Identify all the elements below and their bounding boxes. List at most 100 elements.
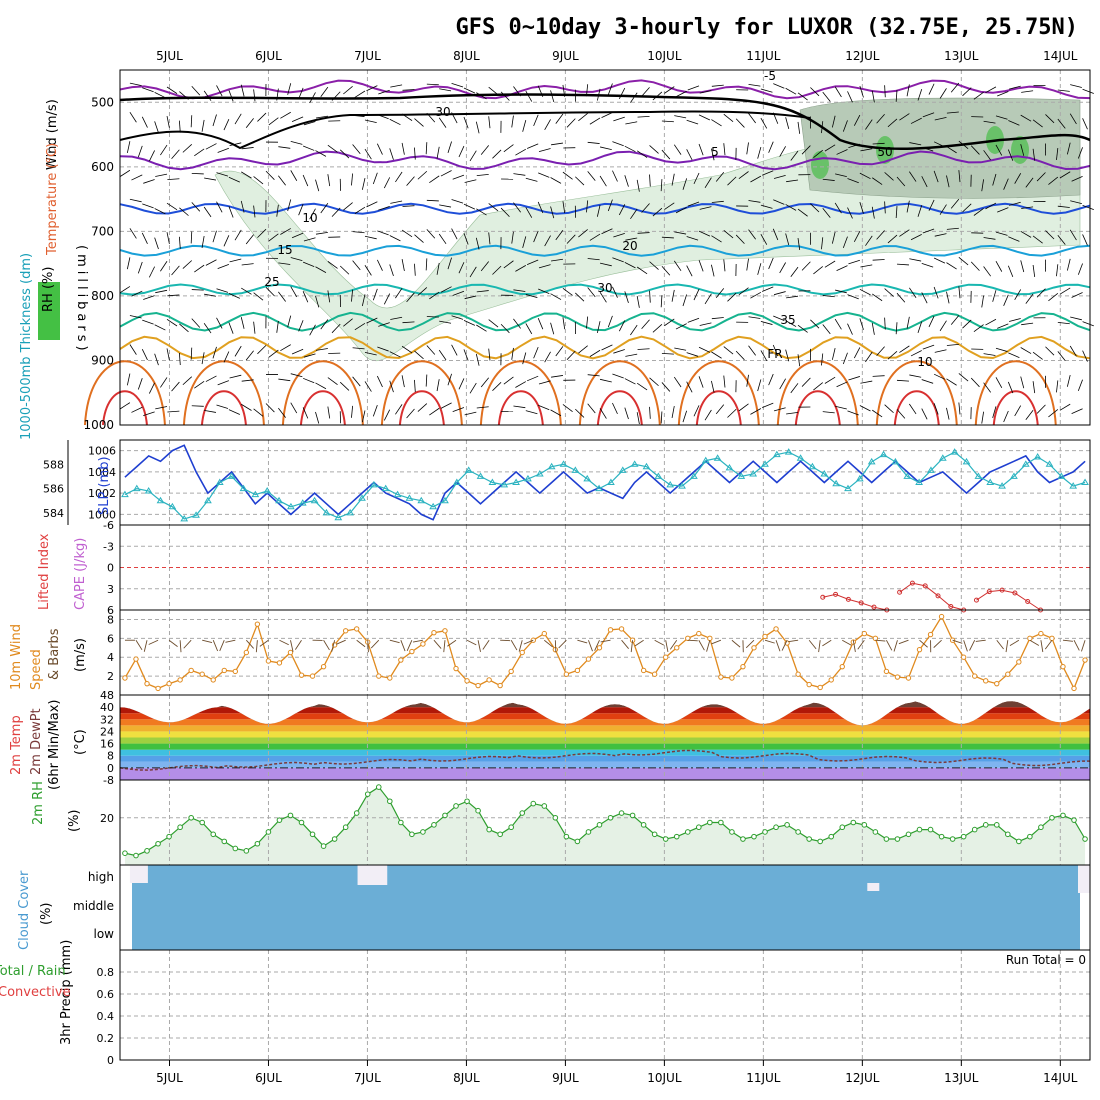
wind-barb [216,404,229,409]
surface-wind-barb [544,639,553,648]
surface-wind-barb [996,639,1004,650]
rh-point [298,819,305,826]
surface-wind-barb [852,640,856,653]
thickness-tick-label: 588 [43,458,64,471]
wind-barb [515,148,527,156]
wind-barb [179,207,189,216]
wind-barb [240,200,245,213]
wind-barb [126,257,131,270]
wind-barb [217,264,230,270]
rh-point [1038,824,1044,831]
rh-point [144,848,150,854]
wind-barb [331,91,341,101]
wind-barb [390,316,403,320]
wind-barb [797,324,808,333]
rh-point [596,822,603,828]
wind-barb [182,260,193,269]
thickness-tick-label: 586 [43,483,64,496]
wind-barb [613,232,625,238]
rh-point [387,798,393,805]
wind-barb [760,350,768,362]
wind-barb [302,407,309,419]
wind-barb [253,321,256,334]
wind-barb [981,411,984,424]
wind-speed-point [353,626,360,632]
wind-barb [896,379,909,382]
thickness-point [192,511,200,518]
lifted-index-point [973,597,979,603]
wind-barb [315,348,328,351]
wind-barb [671,289,675,302]
wind-speed-point [994,680,1000,687]
wind-barb [587,403,596,414]
thickness-point [1057,472,1066,479]
wind-barb [842,352,848,365]
surface-wind-barb [975,639,986,642]
wind-barb [884,404,894,414]
temperature-peak-mask [120,695,1090,726]
surface-wind-barb [594,640,600,651]
wind-barb [853,347,861,359]
rh-point [651,831,658,838]
rh-point [276,817,283,823]
wind-speed-point [938,613,945,620]
wind-barb [253,292,264,301]
precip-tick-label: 0.6 [97,988,115,1001]
wind-barb [909,374,922,378]
rh-area [124,787,1086,865]
thickness-point [618,466,627,473]
wind-barb [848,376,860,381]
wind-barb [896,292,906,303]
surface-wind-barb [1044,639,1053,650]
wind-barb [785,349,790,362]
wind-barb [801,377,811,387]
thickness-point [464,466,473,473]
wind-barb [810,319,820,329]
freezing-level-line [119,93,1091,151]
wind-barb [257,112,267,122]
wind-barb [361,410,366,423]
wind-barb [154,121,159,133]
thickness-point [381,484,390,492]
wind-barb [738,287,749,296]
rh2-axis-title: 2m RH [31,781,46,825]
wind-barb [377,230,389,236]
wind-barb [760,204,773,209]
wind-barb [464,295,477,300]
wind-barb [401,142,405,155]
wind-barb [436,146,440,159]
wind-barb [896,409,906,419]
thickness-point [630,460,639,467]
wind-barb [525,90,533,102]
wind-barb [1020,347,1032,354]
wind-barb [664,202,675,210]
wind-barb [339,381,350,391]
surface-wind-barb [523,639,534,645]
cloud-row-label: middle [73,899,114,913]
x-tick-label-top: 11JUL [746,49,781,63]
wind-barb [425,374,428,387]
wind-barb [723,113,734,123]
wind-barb [401,229,413,238]
wind-barb [166,115,170,128]
wind-speed-point [574,667,581,674]
wind-barb [1056,148,1059,161]
wind-barb [366,201,378,208]
wind-barb [119,169,131,178]
wind-barb [599,146,612,151]
surface-wind-barb [1081,640,1086,652]
wind-barb [1020,260,1025,273]
wind-barb [550,206,555,219]
wind-barb [166,232,170,245]
wind-barb [599,175,607,187]
wind-barb [377,114,389,120]
surface-wind-barb [808,639,817,650]
wind-barb [562,201,566,214]
wind-barb [1077,263,1083,275]
wind-barb [131,406,143,413]
wind-barb [429,175,440,184]
surface-wind-barb [634,639,644,647]
rh-point [541,803,548,809]
x-tick-label-top: 5JUL [156,49,183,63]
wind-barb [500,323,510,334]
